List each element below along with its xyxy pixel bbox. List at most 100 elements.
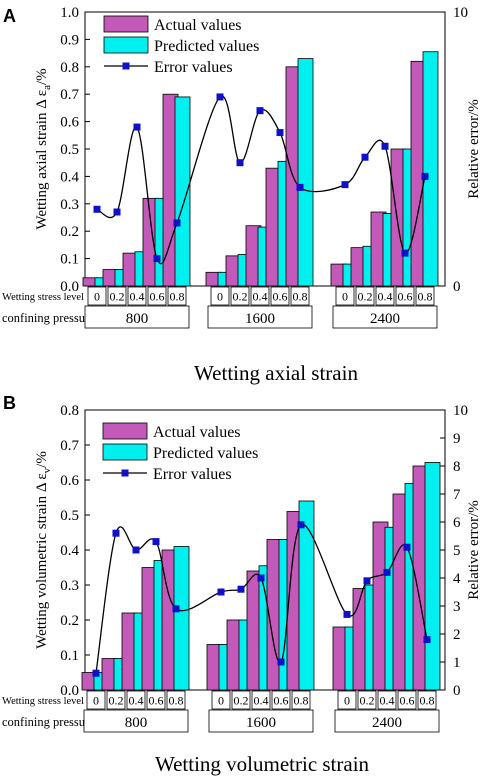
y-tick-label: 0.6 xyxy=(60,473,79,489)
error-marker xyxy=(172,605,180,613)
y2-tick-label: 0 xyxy=(453,683,461,699)
y-tick-label: 0.5 xyxy=(60,508,79,524)
error-marker xyxy=(363,577,371,585)
error-marker xyxy=(277,658,285,666)
y2-axis-label: Relative error/% xyxy=(466,99,482,199)
y2-tick-label: 9 xyxy=(453,431,461,447)
stress-level-label: 0 xyxy=(342,290,348,304)
stress-level-label: 0.6 xyxy=(398,290,413,304)
stress-level-cell xyxy=(291,690,311,710)
y-tick-label: 0.8 xyxy=(60,60,79,76)
error-marker xyxy=(361,153,369,161)
legend-swatch-actual xyxy=(102,422,148,440)
stress-level-label: 0.2 xyxy=(233,290,248,304)
stress-level-cell xyxy=(210,286,230,306)
stress-level-cell xyxy=(290,286,310,306)
stress-level-cell xyxy=(250,286,270,306)
stress-level-cell xyxy=(166,690,186,710)
legend-swatch-predicted xyxy=(102,443,148,461)
stress-level-label: 0.6 xyxy=(149,694,164,708)
chart-panel-a: 0.0 0.1 0.2 0.3 0.4 0.5 0.6 0.7 0.8 0.9 1.0 0 10 Wett… xyxy=(2,5,482,329)
stress-level-cell xyxy=(107,286,127,306)
legend-label-actual: Actual values xyxy=(153,424,241,441)
stress-level-label: 0 xyxy=(344,694,350,708)
stress-level-label: 0.4 xyxy=(254,694,269,708)
stress-level-cell xyxy=(167,286,187,306)
confining-pressure-cell xyxy=(207,305,313,329)
stress-level-label: 0.4 xyxy=(380,694,395,708)
stress-level-cell xyxy=(415,286,435,306)
legend-label-predicted: Predicted values xyxy=(153,445,258,462)
stress-level-cell xyxy=(126,690,146,710)
y-tick-label: 0.9 xyxy=(60,32,79,48)
legend-label-error: Error values xyxy=(153,466,232,483)
error-marker xyxy=(112,529,120,537)
y-tick-label: 0.2 xyxy=(60,224,79,240)
stress-level-cell xyxy=(375,286,395,306)
legend-swatch-predicted xyxy=(103,36,149,54)
error-marker xyxy=(132,546,140,554)
error-marker xyxy=(236,159,244,167)
y2-tick-label: 0 xyxy=(453,279,461,295)
y2-tick-label: 10 xyxy=(453,5,468,21)
legend: Actual values Predicted values Error value… xyxy=(103,15,259,76)
bar-predicted xyxy=(173,546,190,691)
y-axis-label: Wetting axial strain Δ εa/% xyxy=(34,68,53,229)
panel-a-caption: Wetting axial strain xyxy=(194,361,358,385)
stress-level-cell xyxy=(127,286,147,306)
stress-level-cell xyxy=(211,690,231,710)
legend-label-predicted: Predicted values xyxy=(154,38,259,55)
y-tick-label: 0.0 xyxy=(60,279,79,295)
error-marker xyxy=(403,543,411,551)
legend: Actual values Predicted values Error value… xyxy=(102,422,258,483)
stress-level-label: 0 xyxy=(218,694,224,708)
confining-pressure-label: 2400 xyxy=(370,311,400,327)
error-marker xyxy=(401,249,409,257)
y-tick-label: 0.4 xyxy=(60,169,79,185)
confining-pressure-label: 2400 xyxy=(372,715,402,731)
error-marker xyxy=(93,205,101,213)
y2-tick-label: 10 xyxy=(453,403,468,419)
y-tick-label: 0.6 xyxy=(60,115,79,131)
error-marker xyxy=(92,669,100,677)
stress-level-cell xyxy=(395,286,415,306)
stress-level-label: 0.8 xyxy=(420,694,435,708)
error-marker xyxy=(133,123,141,131)
y-tick-label: 0.7 xyxy=(60,87,79,103)
stress-level-cell xyxy=(357,690,377,710)
stress-level-label: 0.8 xyxy=(418,290,433,304)
confining-pressure-cell xyxy=(334,709,440,733)
stress-level-label: 0.4 xyxy=(253,290,268,304)
stress-level-label: 0.4 xyxy=(129,694,144,708)
stress-level-cell xyxy=(106,690,126,710)
error-marker xyxy=(276,129,284,137)
bar-predicted xyxy=(174,96,191,287)
stress-level-label: 0.6 xyxy=(274,694,289,708)
stress-level-cell xyxy=(231,690,251,710)
error-marker xyxy=(153,255,161,263)
stress-level-label: 0.2 xyxy=(358,290,373,304)
stress-level-cell xyxy=(251,690,271,710)
y-tick-label: 0.1 xyxy=(60,252,79,268)
y2-tick-label: 3 xyxy=(453,599,461,615)
y-tick-label: 0.3 xyxy=(60,578,79,594)
stress-level-label: 0.4 xyxy=(378,290,393,304)
legend-marker-error xyxy=(121,469,129,477)
stress-level-label: 0.8 xyxy=(170,290,185,304)
legend-marker-error xyxy=(122,62,130,70)
stress-level-label: 0.8 xyxy=(293,290,308,304)
error-marker xyxy=(173,219,181,227)
stress-level-cell xyxy=(146,690,166,710)
error-marker xyxy=(256,107,264,115)
y-tick-label: 0.8 xyxy=(60,403,79,419)
y2-tick-label: 4 xyxy=(453,571,461,587)
error-marker xyxy=(383,568,391,576)
stress-level-label: 0.2 xyxy=(110,290,125,304)
bar-predicted xyxy=(298,500,315,691)
y-tick-label: 0.0 xyxy=(60,683,79,699)
confining-pressure-label: 800 xyxy=(126,311,149,327)
error-marker xyxy=(381,142,389,150)
y-axis-label: Wetting volumetric strain Δ εv/% xyxy=(34,451,53,649)
y-tick-label: 0.7 xyxy=(60,438,79,454)
